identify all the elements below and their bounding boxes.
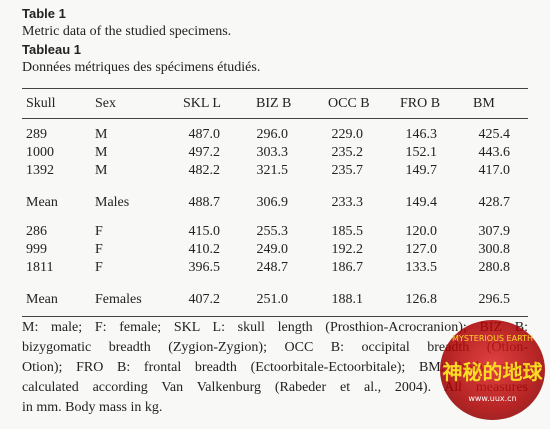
footnote-line: bizygomatic breadth (Zygion-Zygion); OCC… — [22, 340, 528, 355]
cell: 186.7 — [331, 260, 364, 275]
column-header: BM — [473, 96, 495, 111]
column-header: BIZ B — [256, 96, 292, 111]
rule — [22, 118, 528, 119]
cell: F — [95, 260, 103, 275]
column-header: Sex — [95, 96, 116, 111]
cell: 306.9 — [256, 195, 289, 210]
cell: 296.5 — [478, 292, 511, 307]
caption: Metric data of the studied specimens. — [22, 24, 232, 39]
rule — [22, 316, 528, 317]
cell: 146.3 — [405, 127, 438, 142]
cell: 286 — [26, 224, 47, 239]
column-header: Skull — [26, 96, 56, 111]
cell: 425.4 — [478, 127, 511, 142]
cell: 487.0 — [188, 127, 221, 142]
cell: 233.3 — [331, 195, 364, 210]
cell: 185.5 — [331, 224, 364, 239]
cell: 255.3 — [256, 224, 289, 239]
cell: 289 — [26, 127, 47, 142]
cell: F — [95, 242, 103, 257]
cell: Males — [95, 195, 130, 210]
cell: Mean — [26, 292, 58, 307]
cell: M — [95, 127, 108, 142]
watermark-title: 神秘的地球 — [442, 360, 543, 384]
column-header: OCC B — [328, 96, 370, 111]
cell: 1811 — [26, 260, 54, 275]
cell: 396.5 — [188, 260, 221, 275]
footnote-line: Otion); FRO B: frontal breadth (Ectoorbi… — [22, 360, 528, 375]
cell: 235.7 — [331, 163, 364, 178]
cell: 188.1 — [331, 292, 364, 307]
cell: 149.4 — [405, 195, 438, 210]
footnote-line: M: male; F: female; SKL L: skull length … — [22, 320, 528, 335]
cell: 497.2 — [188, 145, 221, 160]
cell: M — [95, 145, 108, 160]
cell: 488.7 — [188, 195, 221, 210]
cell: 133.5 — [405, 260, 438, 275]
column-header: FRO B — [400, 96, 441, 111]
cell: 296.0 — [256, 127, 289, 142]
cell: 307.9 — [478, 224, 511, 239]
cell: 999 — [26, 242, 47, 257]
cell: F — [95, 224, 103, 239]
cell: 280.8 — [478, 260, 511, 275]
cell: 1000 — [26, 145, 54, 160]
cell: 152.1 — [405, 145, 438, 160]
cell: 321.5 — [256, 163, 289, 178]
cell: 300.8 — [478, 242, 511, 257]
cell: 1392 — [26, 163, 54, 178]
watermark-url: www.uux.cn — [468, 394, 517, 403]
footnote-line: calculated according Van Valkenburg (Rab… — [22, 380, 528, 395]
cell: 149.7 — [405, 163, 438, 178]
cell: 410.2 — [188, 242, 221, 257]
cell: 127.0 — [405, 242, 438, 257]
watermark-subtitle: MYSTERIOUS EARTH — [452, 334, 533, 343]
cell: M — [95, 163, 108, 178]
cell: Mean — [26, 195, 58, 210]
cell: 417.0 — [478, 163, 511, 178]
cell: 303.3 — [256, 145, 289, 160]
cell: 229.0 — [331, 127, 364, 142]
cell: 248.7 — [256, 260, 289, 275]
title: Table 1 — [22, 6, 66, 21]
cell: 235.2 — [331, 145, 364, 160]
cell: 407.2 — [188, 292, 221, 307]
column-header: SKL L — [183, 96, 221, 111]
footnote-line: in mm. Body mass in kg. — [22, 400, 163, 415]
watermark: MYSTERIOUS EARTH 神秘的地球 www.uux.cn — [440, 320, 545, 420]
title: Tableau 1 — [22, 42, 82, 57]
cell: 443.6 — [478, 145, 511, 160]
cell: 251.0 — [256, 292, 289, 307]
cell: 192.2 — [331, 242, 364, 257]
cell: 428.7 — [478, 195, 511, 210]
cell: 120.0 — [405, 224, 438, 239]
rule — [22, 88, 528, 89]
cell: 126.8 — [405, 292, 438, 307]
cell: Females — [95, 292, 142, 307]
cell: 415.0 — [188, 224, 221, 239]
cell: 249.0 — [256, 242, 289, 257]
caption: Données métriques des spécimens étudiés. — [22, 60, 261, 75]
cell: 482.2 — [188, 163, 221, 178]
